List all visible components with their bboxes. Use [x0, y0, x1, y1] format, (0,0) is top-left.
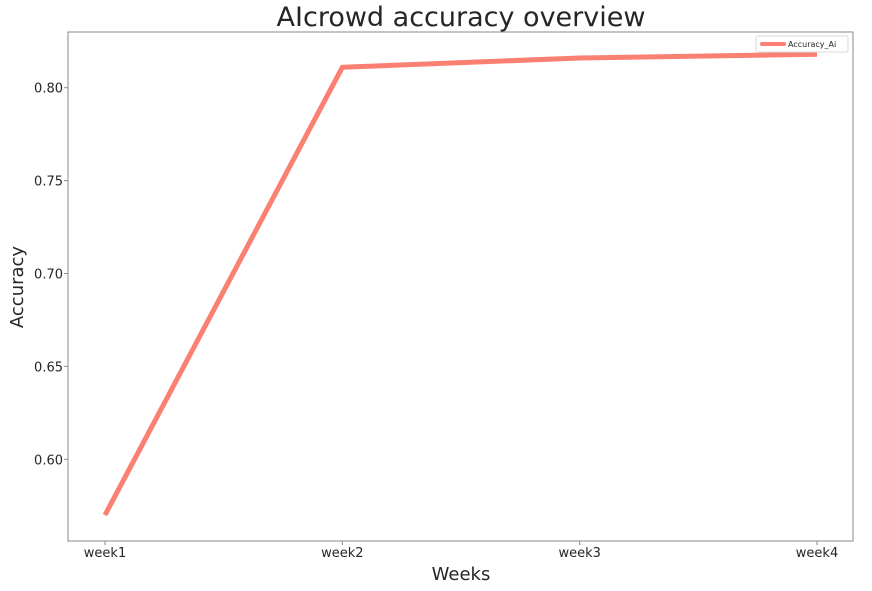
series-line-accuracy-ai	[102, 51, 818, 517]
y-axis-label: Accuracy	[7, 246, 28, 329]
legend-label: Accuracy_Ai	[788, 40, 836, 49]
y-axis-ticks: 0.60 0.65 0.70 0.75 0.80	[34, 82, 68, 468]
chart-title: AIcrowd accuracy overview	[277, 2, 646, 33]
y-tick-label: 0.80	[34, 82, 63, 97]
x-axis-ticks: week1 week2 week3 week4	[84, 541, 838, 561]
x-axis-label: Weeks	[432, 564, 491, 585]
x-tick-label: week2	[321, 546, 363, 561]
series-layer	[102, 51, 818, 517]
x-tick-label: week1	[84, 546, 126, 561]
x-tick-label: week3	[558, 546, 600, 561]
y-tick-label: 0.75	[34, 175, 63, 190]
legend: Accuracy_Ai	[755, 35, 849, 53]
y-tick-label: 0.65	[34, 360, 63, 375]
x-tick-label: week4	[796, 546, 838, 561]
plot-area	[67, 31, 854, 542]
y-tick-label: 0.70	[34, 267, 63, 282]
legend-box	[755, 35, 849, 53]
y-tick-label: 0.60	[34, 453, 63, 468]
